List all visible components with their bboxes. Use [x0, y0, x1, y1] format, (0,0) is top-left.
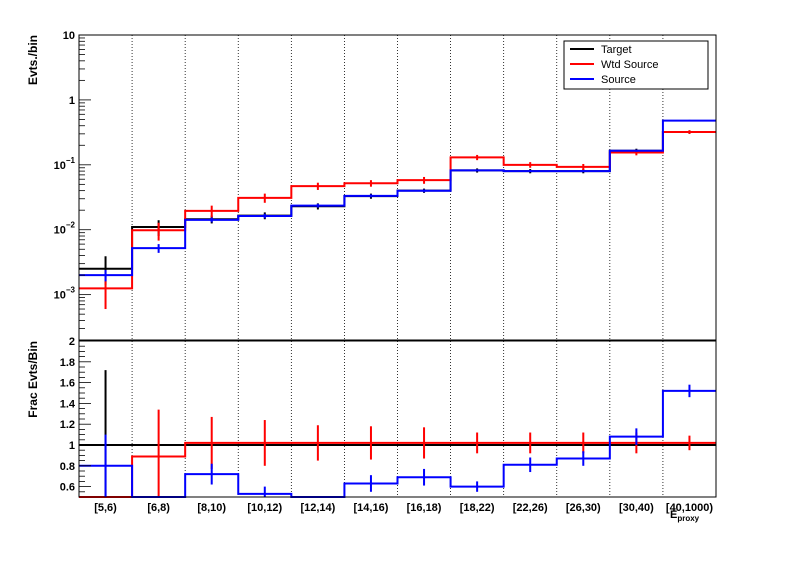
x-category-label: [40,1000): [666, 502, 713, 514]
legend-label: Wtd Source: [601, 59, 658, 71]
top-y-tick-label-base: 10: [54, 225, 66, 237]
top-plot-frame: [78, 34, 717, 341]
bottom-y-tick-label: 1.2: [60, 419, 75, 431]
series-source: [79, 119, 716, 282]
bottom-y-tick-label: 1.6: [60, 378, 75, 390]
series-step-line: [79, 389, 716, 498]
legend-label: Source: [601, 74, 636, 86]
x-category-label: [18,22): [460, 502, 495, 514]
bottom-y-tick-label: 1: [69, 440, 75, 452]
bottom-y-axis-ticks: 0.6 0.8 1 1.2 1.4 1.6 1.8 2: [60, 336, 91, 498]
legend: Target Wtd Source Source: [563, 40, 709, 90]
series-step-line: [79, 119, 716, 277]
top-y-tick-label-base: 1: [69, 95, 75, 107]
bottom-plot-series: [79, 370, 716, 498]
top-plot-series: [79, 119, 716, 310]
x-category-label: [16,18): [407, 502, 442, 514]
top-y-tick-label-base: 10: [54, 160, 66, 172]
bottom-y-tick-label: 0.6: [60, 482, 75, 494]
top-y-tick-label-base: 10: [63, 30, 75, 42]
top-y-tick-label-exponent: −2: [66, 221, 76, 230]
bottom-y-tick-label: 1.8: [60, 357, 75, 369]
top-y-axis-label: Evts./bin: [26, 35, 40, 85]
top-y-tick-label: 10: [63, 30, 75, 42]
bottom-y-axis-label: Frac Evts/Bin: [26, 341, 40, 418]
series-step-line: [79, 441, 716, 498]
series-source: [79, 384, 716, 498]
top-y-tick-label-exponent: −1: [66, 156, 76, 165]
top-y-tick-label: 10−3: [54, 286, 76, 302]
x-axis-label-main: E: [670, 509, 677, 521]
x-category-label: [22,26): [513, 502, 548, 514]
legend-label: Target: [601, 44, 632, 56]
top-y-tick-label: 1: [69, 95, 75, 107]
x-category-label: [6,8): [147, 502, 170, 514]
x-category-label: [5,6): [94, 502, 117, 514]
x-category-label: [26,30): [566, 502, 601, 514]
bottom-y-tick-label: 0.8: [60, 461, 75, 473]
x-category-label: [12,14): [300, 502, 335, 514]
top-y-tick-label-exponent: −3: [66, 286, 76, 295]
x-axis-category-labels: [5,6) [6,8) [8,10) [10,12) [12,14) [14,16) [16…: [94, 502, 713, 514]
top-y-tick-label: 10−2: [54, 221, 76, 237]
x-axis-label-subscript: proxy: [677, 514, 699, 523]
x-category-label: [8,10): [197, 502, 226, 514]
bottom-y-tick-label: 2: [69, 336, 75, 348]
top-y-tick-label: 10−1: [54, 156, 76, 172]
x-category-label: [30,40): [619, 502, 654, 514]
bottom-y-tick-label: 1.4: [60, 398, 76, 410]
top-y-tick-label-base: 10: [54, 290, 66, 302]
x-category-label: [10,12): [247, 502, 282, 514]
x-category-label: [14,16): [354, 502, 389, 514]
x-axis-label: Eproxy: [670, 509, 700, 523]
